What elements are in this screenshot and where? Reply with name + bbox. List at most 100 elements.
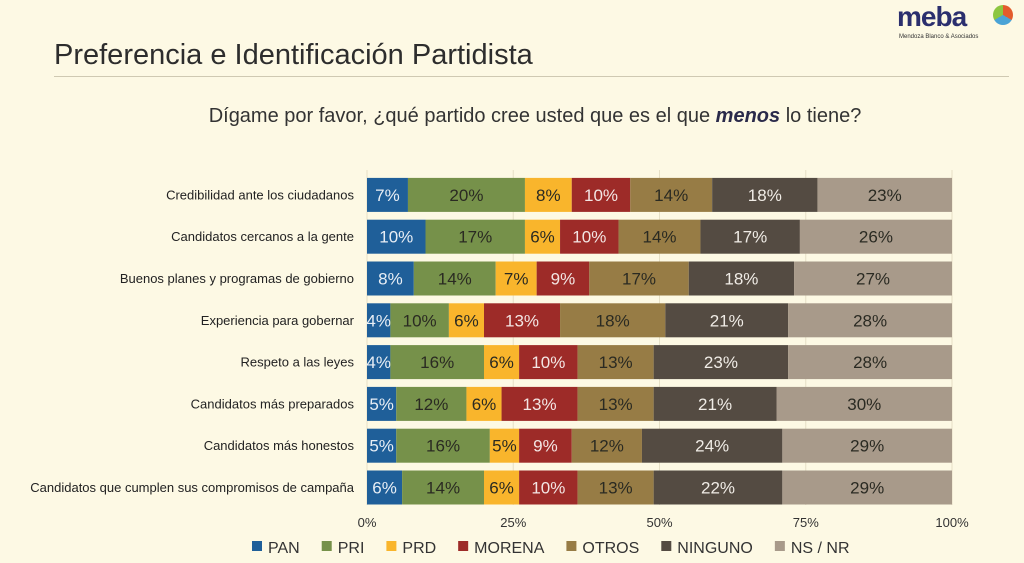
data-label: 14% <box>426 479 460 498</box>
legend-label: NS / NR <box>791 540 850 557</box>
data-label: 6% <box>372 479 397 498</box>
data-label: 14% <box>438 270 472 289</box>
data-label: 4% <box>366 353 391 372</box>
bar-segment-pri <box>396 428 490 463</box>
bar-segment-nsnr <box>788 303 952 338</box>
bar-segment-morena <box>519 470 578 505</box>
x-tick-label: 50% <box>646 515 672 530</box>
bar-segment-ninguno <box>653 386 777 421</box>
bar-segment-prd <box>484 470 520 505</box>
data-label: 5% <box>369 437 394 456</box>
data-label: 8% <box>378 270 403 289</box>
legend-label: PRI <box>338 540 365 557</box>
data-label: 13% <box>599 479 633 498</box>
data-label: 13% <box>599 395 633 414</box>
data-label: 30% <box>847 395 881 414</box>
title-divider <box>54 76 1009 77</box>
bar-segment-pri <box>390 345 484 380</box>
x-tick-label: 25% <box>500 515 526 530</box>
meba-logo: meba Mendoza Blanco & Asociados <box>897 1 1021 44</box>
chart-title-post: lo tiene? <box>780 105 862 127</box>
legend-swatch <box>774 541 785 551</box>
bar-segment-ninguno <box>653 470 783 505</box>
x-tick-label: 75% <box>793 515 819 530</box>
bar-segment-pan <box>367 345 391 380</box>
data-label: 24% <box>695 437 729 456</box>
bar-segment-pan <box>367 303 391 338</box>
bar-segment-pan <box>367 470 403 505</box>
data-label: 5% <box>369 395 394 414</box>
bar-segment-nsnr <box>776 386 952 421</box>
bar-segment-nsnr <box>788 345 952 380</box>
bar-segment-prd <box>484 345 520 380</box>
data-label: 17% <box>458 228 492 247</box>
bar-segment-pri <box>390 303 449 338</box>
legend-swatch <box>252 541 262 551</box>
data-label: 7% <box>504 270 529 289</box>
legend-swatch <box>661 541 672 551</box>
page-title: Preferencia e Identificación Partidista <box>54 39 533 71</box>
chart-title-emphasis: menos <box>715 105 781 127</box>
bar-segment-otros <box>577 386 654 421</box>
data-label: 5% <box>492 437 517 456</box>
bar-segment-ninguno <box>700 219 800 254</box>
data-label: 6% <box>489 353 514 372</box>
data-label: 10% <box>572 228 606 247</box>
bar-segment-otros <box>560 303 666 338</box>
chart-title: Dígame por favor, ¿qué partido cree uste… <box>0 104 1024 128</box>
bar-segment-pri <box>402 470 484 505</box>
category-label: Candidatos que cumplen sus compromisos d… <box>30 480 355 495</box>
data-label: 13% <box>505 311 539 330</box>
logo-mark-icon <box>993 5 1013 25</box>
legend-label: MORENA <box>474 540 545 557</box>
data-label: 10% <box>379 228 413 247</box>
legend-label: NINGUNO <box>677 540 753 557</box>
data-label: 21% <box>710 311 744 330</box>
data-label: 17% <box>733 228 767 247</box>
data-label: 29% <box>850 437 884 456</box>
data-label: 20% <box>449 186 483 205</box>
bar-segment-prd <box>524 219 561 254</box>
data-label: 13% <box>523 395 557 414</box>
data-label: 21% <box>698 395 732 414</box>
logo-text: meba <box>897 1 967 32</box>
bar-segment-nsnr <box>799 219 952 254</box>
legend-label: OTROS <box>582 540 639 557</box>
bar-segment-pri <box>413 261 496 296</box>
bar-segment-pri <box>407 177 525 212</box>
data-label: 10% <box>531 479 565 498</box>
data-label: 8% <box>536 186 561 205</box>
bar-segment-morena <box>571 177 631 212</box>
bar-segment-prd <box>448 303 484 338</box>
legend-label: PAN <box>268 540 300 557</box>
data-label: 10% <box>403 311 437 330</box>
bar-segment-pan <box>367 219 426 254</box>
bar-segment-otros <box>577 345 654 380</box>
category-label: Buenos planes y programas de gobierno <box>120 271 354 286</box>
data-label: 28% <box>853 311 887 330</box>
data-label: 28% <box>853 353 887 372</box>
bar-segment-otros <box>618 219 701 254</box>
bar-segment-pri <box>425 219 525 254</box>
bar-segment-pan <box>367 428 397 463</box>
data-label: 18% <box>724 270 758 289</box>
data-label: 10% <box>584 186 618 205</box>
bar-segment-otros <box>589 261 689 296</box>
data-label: 22% <box>701 479 735 498</box>
data-label: 9% <box>551 270 576 289</box>
legend-swatch <box>458 541 469 551</box>
bar-segment-otros <box>577 470 654 505</box>
logo-subtext: Mendoza Blanco & Asociados <box>899 34 979 40</box>
data-label: 23% <box>704 353 738 372</box>
bar-segment-pan <box>367 386 397 421</box>
category-label: Candidatos cercanos a la gente <box>171 229 354 244</box>
bar-segment-ninguno <box>688 261 795 296</box>
data-label: 17% <box>622 270 656 289</box>
bar-segment-ninguno <box>712 177 818 212</box>
category-label: Credibilidad ante los ciudadanos <box>166 187 354 202</box>
category-label: Candidatos más preparados <box>191 396 355 411</box>
data-label: 6% <box>489 479 514 498</box>
data-label: 14% <box>654 186 688 205</box>
data-label: 6% <box>472 395 497 414</box>
